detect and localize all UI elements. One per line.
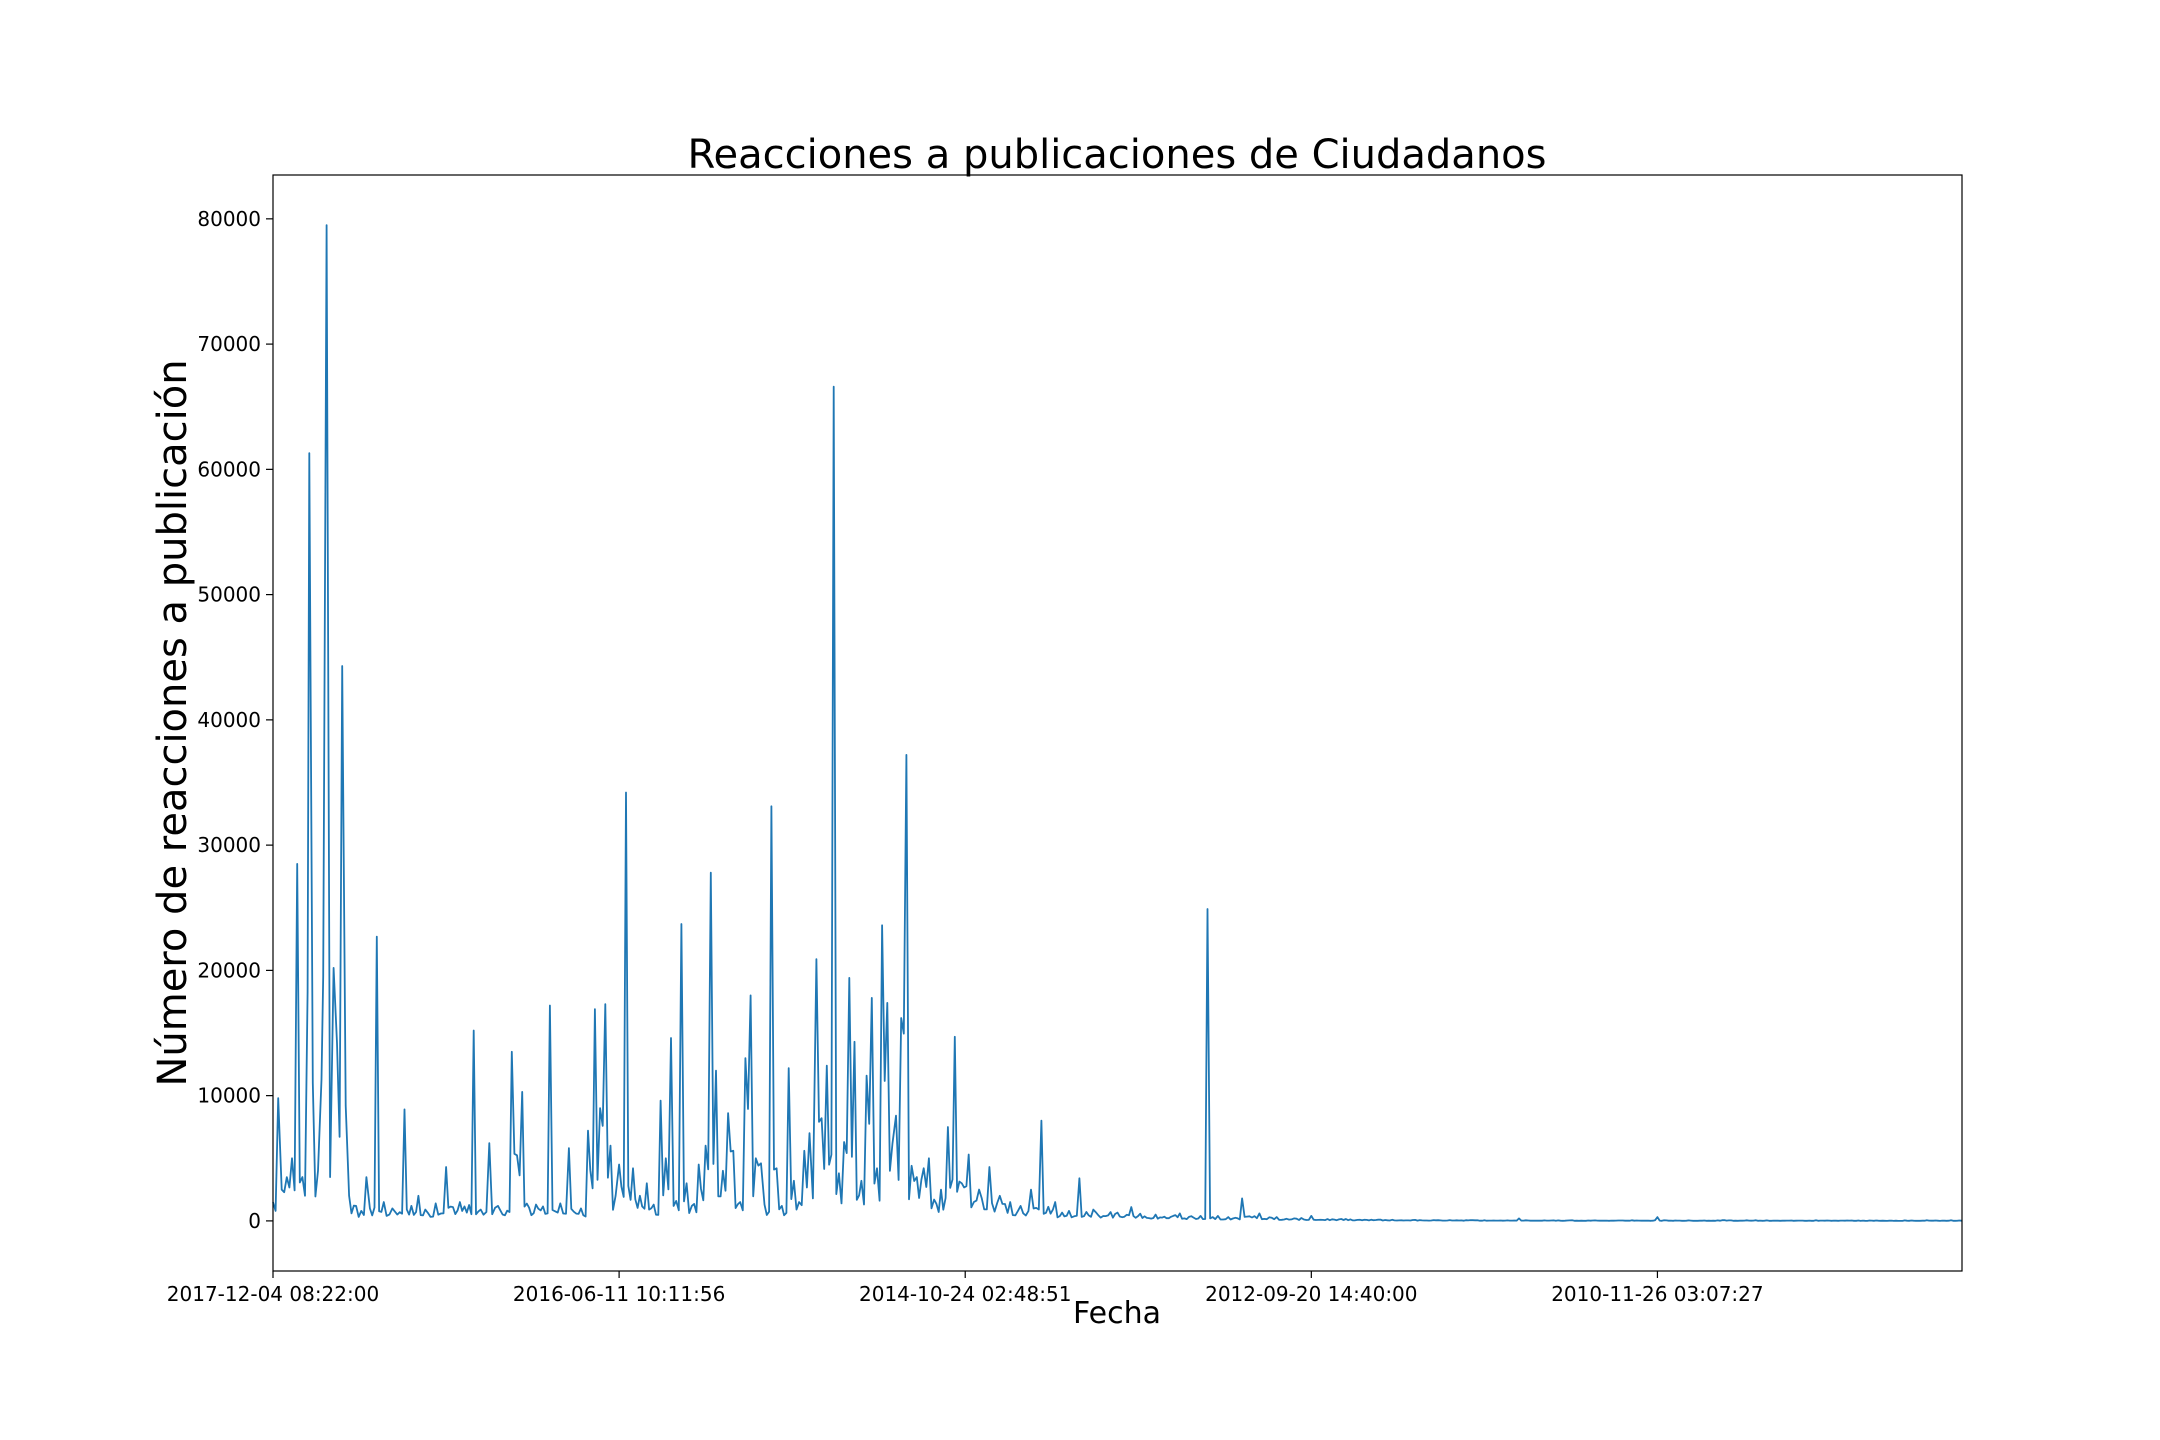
x-tick-label: 2014-10-24 02:48:51	[859, 1282, 1071, 1306]
y-tick-label: 0	[248, 1209, 261, 1233]
x-tick-label: 2016-06-11 10:11:56	[513, 1282, 725, 1306]
y-tick-label: 40000	[197, 708, 261, 732]
y-tick-label: 70000	[197, 332, 261, 356]
y-tick-label: 30000	[197, 833, 261, 857]
series-line-reactions	[272, 224, 1963, 1222]
plot-area	[272, 174, 1963, 1272]
y-tick-label: 10000	[197, 1084, 261, 1108]
y-tick-label: 20000	[197, 958, 261, 982]
x-tick-label: 2010-11-26 03:07:27	[1551, 1282, 1763, 1306]
y-axis-title: Número de reacciones a publicación	[150, 359, 196, 1086]
y-axis: 0 10000 20000 30000 40000 50000 60000 70000 8000…	[197, 207, 273, 1233]
x-axis: 2017-12-04 08:22:00 2016-06-11 10:11:56 20…	[167, 1271, 1764, 1306]
x-axis-title: Fecha	[1073, 1296, 1161, 1331]
chart-title: Reacciones a publicaciones de Ciudadanos	[688, 132, 1547, 178]
y-tick-label: 50000	[197, 583, 261, 607]
x-tick-label: 2017-12-04 08:22:00	[167, 1282, 379, 1306]
y-tick-label: 80000	[197, 207, 261, 231]
y-tick-label: 60000	[197, 457, 261, 481]
plot-frame	[272, 174, 1963, 1272]
x-tick-label: 2012-09-20 14:40:00	[1205, 1282, 1417, 1306]
